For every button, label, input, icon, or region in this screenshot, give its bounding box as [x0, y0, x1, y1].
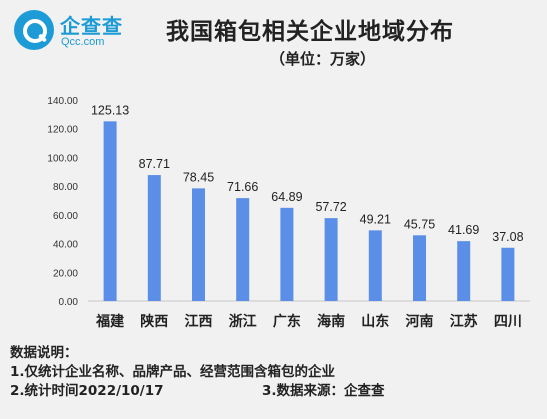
- data-label: 71.66: [227, 180, 258, 194]
- x-tick-label: 广东: [273, 313, 301, 330]
- data-label: 87.71: [139, 157, 170, 171]
- bar: [413, 235, 426, 301]
- x-tick-label: 江苏: [450, 313, 478, 330]
- y-tick-label: 40.00: [53, 240, 78, 251]
- bar: [501, 247, 515, 301]
- bar: [192, 188, 205, 301]
- data-label: 125.13: [91, 103, 129, 117]
- logo-name-cn: 企查查: [60, 14, 123, 38]
- magnifier-icon: [14, 10, 54, 50]
- bar: [368, 230, 382, 301]
- y-tick-label: 0.00: [59, 297, 79, 308]
- bar: [280, 207, 294, 301]
- bar: [236, 198, 250, 301]
- data-label: 37.08: [492, 230, 523, 244]
- data-label: 41.69: [448, 223, 479, 237]
- bar-chart: 0.00 20.00 40.00 60.00 80.00 100.00 120.00 140.…: [47, 96, 530, 330]
- y-tick-label: 100.00: [47, 153, 78, 164]
- x-tick-label: 山东: [361, 313, 389, 330]
- y-tick-label: 60.00: [53, 211, 78, 222]
- notes-item-1: 1.仅统计企业名称、品牌产品、经营范围含箱包的企业: [10, 364, 336, 380]
- y-tick-label: 120.00: [47, 125, 78, 136]
- y-tick-label: 20.00: [53, 268, 78, 279]
- x-tick-label: 福建: [95, 313, 124, 330]
- x-tick-label: 浙江: [229, 313, 257, 330]
- data-label: 49.21: [360, 212, 391, 226]
- notes-item-3: 3.数据来源：企查查: [262, 383, 385, 399]
- notes-item-2: 2.统计时间2022/10/17: [10, 383, 164, 399]
- bar: [103, 121, 117, 302]
- chart-title: 我国箱包相关企业地域分布: [166, 19, 454, 45]
- bar: [324, 218, 338, 301]
- data-notes: 数据说明： 1.仅统计企业名称、品牌产品、经营范围含箱包的企业 2.统计时间20…: [10, 344, 385, 401]
- data-label: 45.75: [404, 217, 435, 231]
- data-label: 64.89: [271, 190, 302, 204]
- notes-heading: 数据说明：: [10, 345, 78, 361]
- bar: [457, 241, 471, 301]
- x-tick-label: 河南: [406, 313, 434, 330]
- y-tick-label: 140.00: [47, 96, 78, 107]
- chart-unit: （单位：万家）: [270, 50, 376, 68]
- x-tick-label: 江西: [185, 313, 213, 330]
- logo-name-en: Qcc.com: [61, 36, 105, 48]
- y-tick-label: 80.00: [53, 182, 78, 193]
- data-label: 57.72: [315, 200, 346, 214]
- x-tick-label: 陕西: [140, 313, 168, 330]
- x-tick-label: 海南: [317, 313, 345, 330]
- data-label: 78.45: [183, 170, 214, 184]
- qichacha-logo: 企查查 Qcc.com: [14, 8, 134, 52]
- bar: [147, 175, 161, 301]
- x-tick-label: 四川: [494, 314, 522, 330]
